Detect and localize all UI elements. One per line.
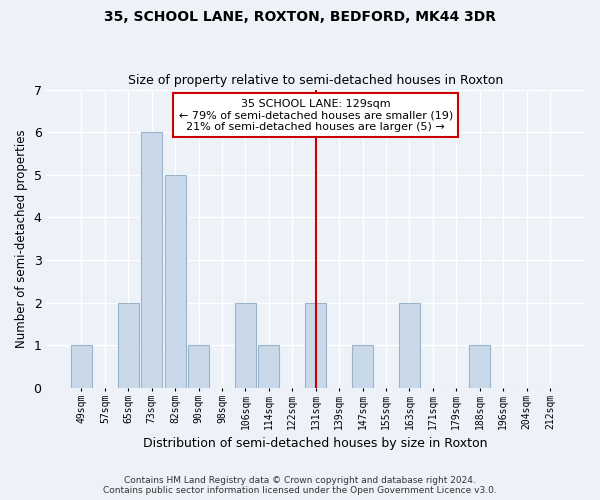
Bar <box>118 302 139 388</box>
Bar <box>188 345 209 388</box>
Bar <box>164 175 185 388</box>
Bar <box>141 132 162 388</box>
Text: 35, SCHOOL LANE, ROXTON, BEDFORD, MK44 3DR: 35, SCHOOL LANE, ROXTON, BEDFORD, MK44 3… <box>104 10 496 24</box>
Bar <box>235 302 256 388</box>
Y-axis label: Number of semi-detached properties: Number of semi-detached properties <box>15 130 28 348</box>
Text: Contains HM Land Registry data © Crown copyright and database right 2024.
Contai: Contains HM Land Registry data © Crown c… <box>103 476 497 495</box>
Bar <box>259 345 280 388</box>
Bar <box>305 302 326 388</box>
Bar <box>469 345 490 388</box>
Text: 35 SCHOOL LANE: 129sqm
← 79% of semi-detached houses are smaller (19)
21% of sem: 35 SCHOOL LANE: 129sqm ← 79% of semi-det… <box>179 98 453 132</box>
X-axis label: Distribution of semi-detached houses by size in Roxton: Distribution of semi-detached houses by … <box>143 437 488 450</box>
Title: Size of property relative to semi-detached houses in Roxton: Size of property relative to semi-detach… <box>128 74 503 87</box>
Bar <box>352 345 373 388</box>
Bar <box>71 345 92 388</box>
Bar <box>399 302 420 388</box>
